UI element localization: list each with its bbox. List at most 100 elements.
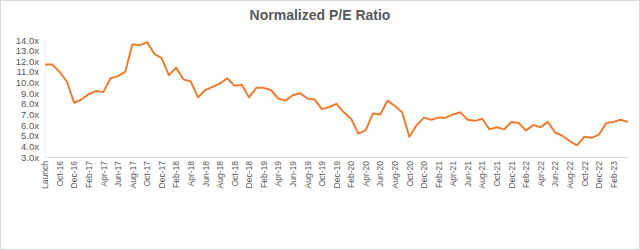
x-tick-label: Apr-18 [186,161,196,187]
x-tick-label: Aug-18 [215,161,225,189]
x-tick-label: Aug-21 [477,161,487,189]
x-tick: Aug-20 [390,157,400,188]
x-tick-label: Oct-19 [317,161,327,187]
y-axis: 3.0x4.0x5.0x6.0x7.0x8.0x9.0x10.0x11.0x12… [16,35,46,163]
x-tick: Apr-19 [273,157,283,187]
x-tick-label: Apr-22 [536,161,546,187]
plot-area [45,42,628,145]
x-tick: Jun-21 [463,157,473,187]
x-tick-label: Dec-22 [594,161,604,189]
x-tick: Dec-18 [244,157,254,188]
x-tick: Apr-17 [99,157,109,187]
x-tick-label: Feb-21 [434,161,444,188]
x-tick: Feb-18 [171,157,181,188]
x-tick: Aug-17 [128,157,138,188]
x-tick-label: Dec-18 [244,161,254,189]
x-tick: Oct-22 [579,157,589,187]
y-tick: 14.0x [16,35,45,46]
x-tick-label: Dec-17 [157,161,167,189]
x-tick: Dec-17 [157,157,167,188]
x-tick: Jun-19 [288,157,298,187]
x-tick-label: Aug-22 [565,161,575,189]
y-tick: 3.0x [21,152,45,163]
x-tick-label: Dec-16 [69,161,79,189]
x-tick-label: Jun-22 [550,161,560,187]
x-tick-label: Dec-21 [507,161,517,189]
x-tick-label: Jun-20 [375,161,385,187]
x-tick-label: Feb-23 [609,161,619,188]
x-tick: Oct-17 [142,157,152,187]
y-tick: 7.0x [21,109,45,120]
x-tick-label: Aug-17 [128,161,138,189]
x-tick-label: Oct-22 [579,161,589,187]
x-tick-label: Oct-18 [230,161,240,187]
x-tick: Feb-21 [434,157,444,188]
y-tick-label: 3.0x [21,152,39,163]
x-tick-label: Aug-20 [390,161,400,189]
x-tick-label: Jun-18 [201,161,211,187]
x-tick-label: Feb-19 [259,161,269,188]
x-tick-label: Dec-20 [419,161,429,189]
x-tick: Feb-23 [609,157,619,188]
y-tick-label: 14.0x [16,35,39,46]
x-tick: Feb-20 [346,157,356,188]
x-tick: Aug-21 [477,157,487,188]
x-tick-label: Oct-20 [405,161,415,187]
x-tick: Dec-19 [332,157,342,188]
x-tick-label: Oct-16 [55,161,65,187]
y-tick-label: 13.0x [16,45,39,56]
x-tick: Oct-21 [492,157,502,187]
chart-frame [1,1,640,250]
x-tick-label: Feb-22 [521,161,531,188]
x-axis-line [46,157,629,158]
x-tick-label: Jun-19 [288,161,298,187]
y-tick-label: 12.0x [16,56,39,67]
x-tick: Feb-22 [521,157,531,188]
x-tick-label: Feb-17 [84,161,94,188]
x-tick-label: Launch [40,161,50,189]
y-tick-label: 6.0x [21,120,39,131]
x-tick: Aug-22 [565,157,575,188]
y-tick-label: 9.0x [21,88,39,99]
x-tick: Oct-16 [55,157,65,187]
x-tick: Apr-20 [361,157,371,187]
y-tick: 5.0x [21,130,45,141]
y-tick: 9.0x [21,88,45,99]
x-tick: Oct-19 [317,157,327,187]
x-tick-label: Jun-21 [463,161,473,187]
chart: Normalized P/E Ratio 3.0x4.0x5.0x6.0x7.0x… [0,0,640,250]
x-tick-label: Feb-18 [171,161,181,188]
x-axis: Launch Oct-16 Dec-16 Feb-17 Apr-17 Jun-17 Aug-… [40,157,628,189]
y-tick: 6.0x [21,120,45,131]
x-tick: Aug-18 [215,157,225,188]
x-tick: Jun-18 [201,157,211,187]
x-tick-label: Oct-21 [492,161,502,187]
x-tick: Oct-18 [230,157,240,187]
x-tick: Launch [40,157,50,189]
x-tick-label: Oct-17 [142,161,152,187]
x-tick: Jun-20 [375,157,385,187]
y-tick-label: 11.0x [16,66,39,77]
x-tick: Dec-16 [69,157,79,188]
title: Normalized P/E Ratio [250,7,391,23]
x-tick: Dec-22 [594,157,604,188]
x-tick: Feb-17 [84,157,94,188]
y-tick-label: 8.0x [21,98,39,109]
x-tick-label: Aug-19 [303,161,313,189]
x-tick-label: Apr-17 [99,161,109,187]
x-tick: Apr-22 [536,157,546,187]
y-axis-line [45,41,46,158]
x-tick: Dec-20 [419,157,429,188]
x-tick: Dec-21 [507,157,517,188]
y-tick-label: 5.0x [21,130,39,141]
y-tick: 13.0x [16,45,45,56]
x-tick-label: Feb-20 [346,161,356,188]
x-tick: Jun-22 [550,157,560,187]
x-tick: Jun-17 [113,157,123,187]
x-tick: Oct-20 [405,157,415,187]
x-tick: Feb-19 [259,157,269,188]
y-tick-label: 4.0x [21,141,39,152]
x-tick-label: Apr-20 [361,161,371,187]
y-tick: 8.0x [21,98,45,109]
x-tick: Aug-19 [303,157,313,188]
